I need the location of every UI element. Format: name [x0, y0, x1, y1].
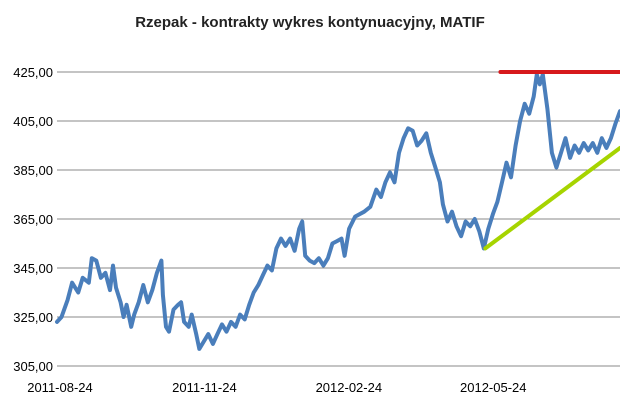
y-tick-label: 405,00: [13, 114, 53, 129]
x-tick-label: 2011-08-24: [27, 380, 93, 395]
y-tick-label: 385,00: [13, 163, 53, 178]
x-axis-tick-labels: 2011-08-24 2011-11-24 2012-02-24 2012-05-24…: [27, 380, 527, 395]
y-tick-label: 305,00: [13, 359, 53, 374]
support-trendline: [483, 145, 620, 251]
x-tick-label: 2012-05-24: [460, 380, 527, 395]
x-tick-label: 2011-11-24: [172, 380, 237, 395]
y-axis-tick-labels: 425,00 405,00 385,00 365,00 345,00 325,00 305,…: [13, 65, 53, 374]
y-tick-label: 325,00: [13, 310, 53, 325]
gridlines: [57, 71, 620, 318]
y-tick-label: 425,00: [13, 65, 53, 80]
series-layer: [55, 72, 620, 351]
y-tick-label: 345,00: [13, 261, 53, 276]
chart-title: Rzepak - kontrakty wykres kontynuacyjny,…: [135, 14, 485, 31]
annotation-layer: [483, 70, 620, 251]
y-tick-label: 365,00: [13, 212, 53, 227]
series-line: [55, 72, 620, 351]
x-tick-label: 2012-02-24: [316, 380, 383, 395]
